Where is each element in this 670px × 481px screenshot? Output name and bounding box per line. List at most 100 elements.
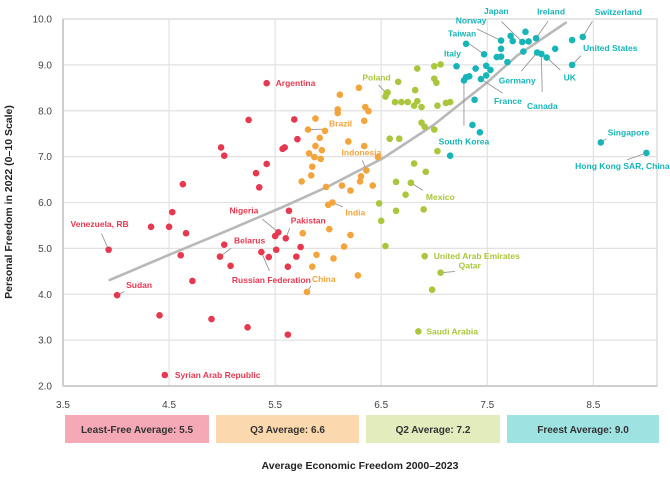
point-least-free (189, 278, 196, 285)
point-least-free (273, 246, 280, 253)
point-q2 (421, 253, 428, 260)
point-freest (461, 77, 468, 84)
point-label: Belarus (234, 236, 265, 246)
point-q3 (308, 172, 315, 179)
point-label: Canada (527, 101, 558, 111)
point-label: Hong Kong SAR, China (575, 161, 670, 171)
point-q3 (363, 167, 370, 174)
point-least-free (148, 224, 155, 231)
point-q3 (341, 243, 348, 250)
point-least-free (297, 244, 304, 251)
point-q3 (316, 135, 323, 142)
point-freest (447, 152, 454, 159)
point-label: UK (564, 73, 577, 83)
point-least-free (291, 116, 298, 123)
point-q3 (365, 108, 372, 115)
point-least-free (265, 254, 272, 261)
point-q2 (437, 269, 444, 276)
point-least-free (285, 331, 292, 338)
point-q3 (311, 154, 318, 161)
x-tick-label: 6.5 (374, 400, 388, 411)
point-q3 (330, 255, 337, 262)
point-q2 (396, 135, 403, 142)
point-q3 (323, 184, 330, 191)
point-label: Brazil (329, 119, 352, 129)
point-freest (498, 37, 505, 44)
point-q3 (305, 126, 312, 133)
point-q3 (337, 91, 344, 98)
point-least-free (156, 312, 163, 319)
point-freest (569, 62, 576, 69)
x-tick-label: 5.5 (268, 400, 282, 411)
point-least-free (263, 80, 270, 87)
point-q3 (317, 156, 324, 163)
point-q3 (345, 138, 352, 145)
point-q2 (382, 243, 389, 250)
y-tick-label: 7.0 (38, 152, 52, 163)
point-label: United States (583, 43, 638, 53)
point-q2 (418, 104, 425, 111)
point-least-free (245, 117, 252, 124)
point-freest (533, 35, 540, 42)
x-tick-label: 7.5 (480, 400, 494, 411)
leader-line (521, 52, 537, 71)
point-least-free (263, 161, 270, 168)
point-label: United Arab Emirates (434, 251, 520, 261)
point-least-free (221, 152, 228, 159)
point-q3 (334, 110, 341, 117)
point-least-free (281, 144, 288, 151)
point-label: Japan (484, 6, 509, 16)
y-tick-label: 10.0 (33, 15, 53, 26)
point-q2 (378, 218, 385, 225)
point-q2 (434, 102, 441, 109)
point-label: France (494, 96, 522, 106)
point-q3 (361, 118, 368, 125)
point-q2 (386, 135, 393, 142)
point-freest (538, 51, 545, 58)
point-q3 (347, 187, 354, 194)
point-q3 (355, 272, 362, 279)
point-freest (509, 38, 516, 45)
y-axis-title: Personal Freedom in 2022 (0–10 Scale) (3, 105, 15, 299)
point-q2 (395, 79, 402, 86)
point-q2 (434, 148, 441, 155)
point-freest (519, 39, 526, 46)
point-q3 (339, 182, 346, 189)
point-least-free (217, 253, 224, 260)
point-least-free (166, 224, 173, 231)
point-q3 (304, 289, 311, 296)
point-q3 (312, 143, 319, 150)
point-q2 (408, 179, 415, 186)
point-least-free (258, 249, 265, 256)
point-q2 (398, 99, 405, 106)
band-label: Q2 Average: 7.2 (396, 425, 471, 436)
point-label: Switzerland (595, 7, 642, 17)
point-q2 (422, 168, 429, 175)
point-label: Sudan (126, 280, 152, 290)
point-least-free (282, 235, 289, 242)
point-q2 (376, 200, 383, 207)
point-q2 (437, 61, 444, 68)
point-least-free (256, 184, 263, 191)
point-label: China (312, 274, 336, 284)
point-q2 (429, 286, 436, 293)
point-freest (487, 67, 494, 74)
point-q3 (326, 226, 333, 233)
point-least-free (294, 136, 301, 143)
point-freest (453, 63, 460, 70)
point-label: Nigeria (229, 205, 258, 215)
point-label: India (345, 208, 365, 218)
point-q3 (356, 85, 363, 92)
point-freest (463, 40, 470, 47)
point-q3 (312, 115, 319, 122)
band-label: Freest Average: 9.0 (537, 425, 629, 436)
point-least-free (227, 263, 234, 270)
y-tick-label: 4.0 (38, 290, 52, 301)
band-label: Least-Free Average: 5.5 (81, 425, 194, 436)
y-tick-label: 8.0 (38, 106, 52, 117)
point-freest (522, 29, 529, 36)
point-q2 (431, 63, 438, 70)
point-q3 (313, 251, 320, 258)
point-freest (478, 76, 485, 83)
